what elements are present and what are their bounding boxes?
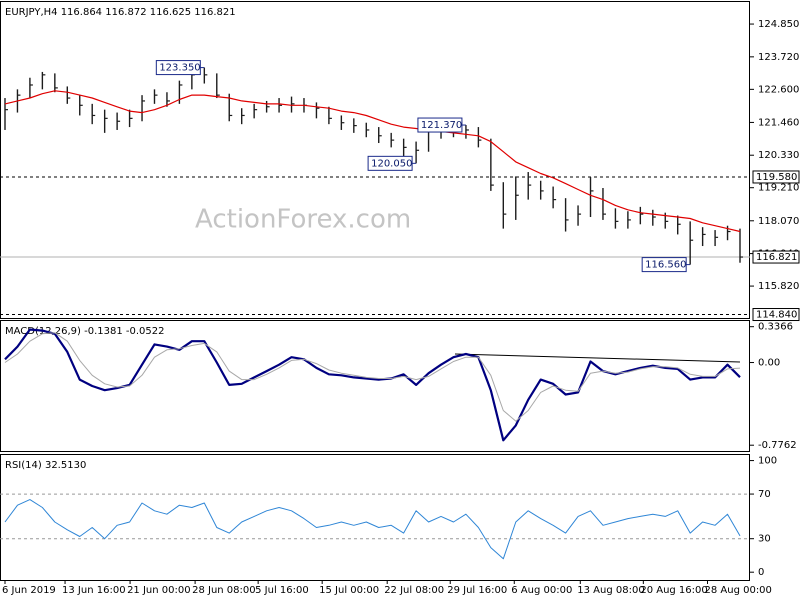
panel-title: EURJPY,H4 116.864 116.872 116.625 116.82… bbox=[5, 7, 236, 18]
y-tick-label: 0.3366 bbox=[758, 322, 793, 333]
series-line bbox=[4, 332, 741, 422]
annotation-label: 116.560 bbox=[645, 260, 686, 271]
level-label-box bbox=[752, 170, 800, 184]
watermark: ActionForex.com bbox=[195, 205, 411, 235]
x-tick-label: 13 Jun 16:00 bbox=[62, 585, 126, 596]
level-label: 119.580 bbox=[756, 172, 797, 183]
x-tick-label: 6 Jun 2019 bbox=[2, 585, 56, 596]
y-tick-label: 30 bbox=[758, 534, 771, 545]
annotation-label: 120.050 bbox=[371, 158, 412, 169]
y-tick-label: 0 bbox=[758, 567, 764, 578]
y-tick-label: -0.7762 bbox=[758, 440, 797, 451]
y-tick-label: 0.00 bbox=[758, 358, 780, 369]
y-tick-label: 122.600 bbox=[758, 84, 799, 95]
y-tick-label: 100 bbox=[758, 456, 777, 467]
annotation-box bbox=[641, 257, 687, 273]
annotation-box bbox=[417, 117, 463, 133]
x-tick-label: 5 Jul 16:00 bbox=[255, 585, 309, 596]
y-tick-label: 123.720 bbox=[758, 52, 799, 63]
macd-trendline bbox=[454, 353, 741, 363]
x-tick-label: 20 Aug 16:00 bbox=[640, 585, 707, 596]
x-tick-label: 21 Jun 00:00 bbox=[127, 585, 191, 596]
y-tick-label: 115.820 bbox=[758, 281, 799, 292]
x-tick-label: 15 Jul 00:00 bbox=[319, 585, 379, 596]
price-panel bbox=[0, 1, 750, 319]
x-tick-label: 6 Aug 00:00 bbox=[511, 585, 572, 596]
y-tick-label: 124.850 bbox=[758, 19, 799, 30]
y-tick-label: 70 bbox=[758, 489, 771, 500]
annotation-label: 121.370 bbox=[421, 120, 462, 131]
rsi-panel bbox=[0, 454, 750, 581]
y-tick-label: 119.210 bbox=[758, 183, 799, 194]
macd-panel bbox=[0, 320, 750, 452]
series-line bbox=[4, 328, 741, 442]
level-label-box bbox=[752, 308, 800, 322]
y-tick-label: 118.070 bbox=[758, 216, 799, 227]
x-tick-label: 29 Jul 16:00 bbox=[447, 585, 507, 596]
x-tick-label: 22 Jul 08:00 bbox=[384, 585, 444, 596]
x-tick-label: 13 Aug 08:00 bbox=[577, 585, 644, 596]
y-tick-label: 120.330 bbox=[758, 150, 799, 161]
x-tick-label: 28 Jun 08:00 bbox=[192, 585, 256, 596]
series-line bbox=[4, 90, 741, 233]
last-price-box bbox=[752, 250, 800, 264]
panel-title: MACD(12,26,9) -0.1381 -0.0522 bbox=[5, 326, 165, 337]
annotation-box bbox=[155, 60, 201, 76]
annotation-label: 123.350 bbox=[159, 63, 200, 74]
panel-title: RSI(14) 32.5130 bbox=[5, 460, 86, 471]
series-line bbox=[4, 499, 741, 560]
annotation-box bbox=[367, 155, 413, 171]
last-price-label: 116.821 bbox=[756, 252, 797, 263]
y-tick-label: 121.460 bbox=[758, 117, 799, 128]
level-label: 114.840 bbox=[756, 310, 797, 321]
x-tick-label: 28 Aug 00:00 bbox=[704, 585, 771, 596]
